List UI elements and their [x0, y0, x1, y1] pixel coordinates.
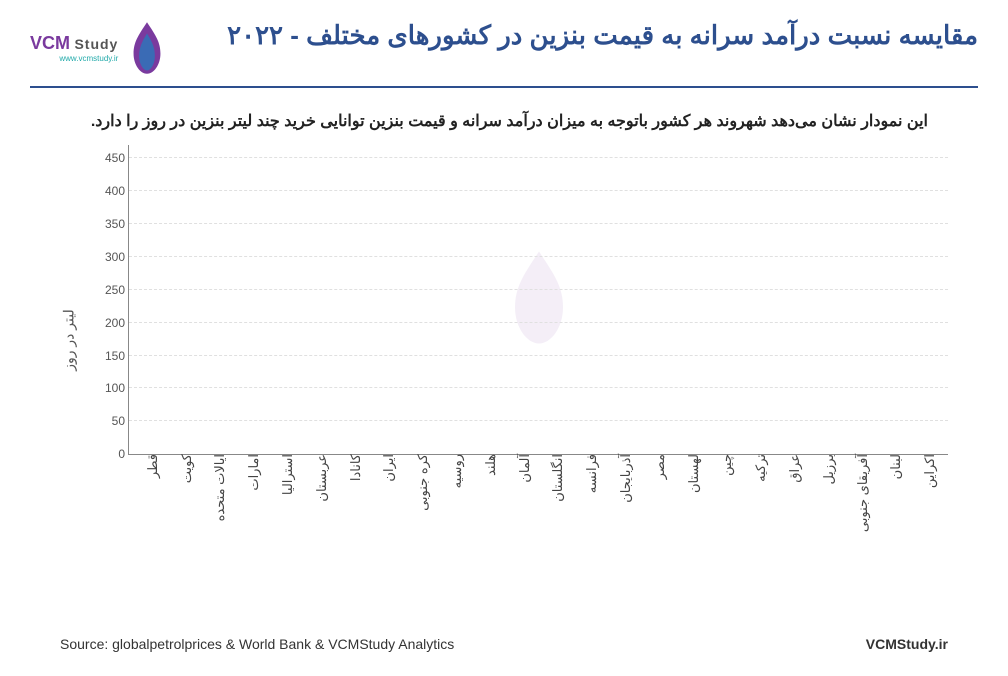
- flame-icon: [124, 20, 170, 76]
- grid-line: [129, 355, 948, 356]
- grid-line: [129, 322, 948, 323]
- x-label: کره جنوبی: [409, 454, 431, 511]
- x-label: هلند: [477, 454, 499, 476]
- grid-line: [129, 256, 948, 257]
- y-tick: 0: [95, 447, 125, 461]
- logo-sub: Study: [74, 36, 118, 52]
- y-tick: 50: [95, 414, 125, 428]
- logo: VCM Study www.vcmstudy.ir: [30, 20, 170, 76]
- x-label: عربستان: [308, 454, 330, 502]
- x-label: روسیه: [443, 454, 465, 488]
- logo-url: www.vcmstudy.ir: [59, 54, 118, 63]
- x-label: کانادا: [342, 454, 364, 481]
- y-tick: 350: [95, 217, 125, 231]
- chart-title: مقایسه نسبت درآمد سرانه به قیمت بنزین در…: [227, 20, 978, 51]
- site-text: VCMStudy.ir: [866, 636, 948, 652]
- grid-line: [129, 387, 948, 388]
- bar-chart: لیتر در روز قطرکویتایالات متحدهاماراتاست…: [90, 145, 948, 535]
- y-tick: 200: [95, 316, 125, 330]
- y-tick: 250: [95, 283, 125, 297]
- y-tick: 400: [95, 184, 125, 198]
- x-label: چین: [713, 454, 735, 476]
- x-label: مصر: [646, 454, 668, 479]
- x-label: آذربایجان: [612, 454, 634, 503]
- grid-line: [129, 157, 948, 158]
- x-label: عراق: [781, 454, 803, 483]
- x-label: قطر: [139, 454, 161, 478]
- y-tick: 450: [95, 151, 125, 165]
- x-label: امارات: [240, 454, 262, 491]
- source-text: Source: globalpetrolprices & World Bank …: [60, 636, 454, 652]
- x-label: ایالات متحده: [206, 454, 228, 521]
- x-label: استرالیا: [274, 454, 296, 495]
- y-tick: 150: [95, 349, 125, 363]
- y-axis-label: لیتر در روز: [60, 309, 77, 371]
- x-label: آلمان: [511, 454, 533, 483]
- y-tick: 100: [95, 381, 125, 395]
- x-label: کویت: [173, 454, 195, 483]
- x-label: برزیل: [815, 454, 837, 485]
- grid-line: [129, 190, 948, 191]
- x-label: ترکیه: [747, 454, 769, 482]
- chart-subtitle: این نمودار نشان می‌دهد شهروند هر کشور با…: [0, 88, 1008, 145]
- x-label: ایران: [375, 454, 397, 482]
- x-label: لهستان: [680, 454, 702, 493]
- y-tick: 300: [95, 250, 125, 264]
- logo-main: VCM: [30, 33, 70, 53]
- x-label: اکراین: [916, 454, 938, 488]
- x-label: آفریقای جنوبی: [849, 454, 871, 532]
- grid-line: [129, 420, 948, 421]
- grid-line: [129, 289, 948, 290]
- x-label: انگلستان: [544, 454, 566, 502]
- x-label: فرانسه: [578, 454, 600, 493]
- x-label: لبنان: [882, 454, 904, 479]
- grid-line: [129, 223, 948, 224]
